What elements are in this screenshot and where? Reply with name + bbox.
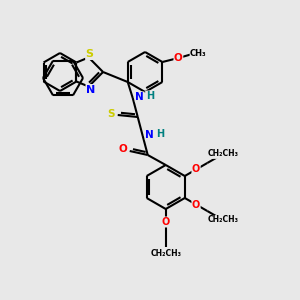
Text: O: O [174, 53, 183, 63]
Text: N: N [86, 85, 95, 94]
Text: H: H [156, 129, 164, 139]
Text: O: O [192, 164, 200, 175]
Text: S: S [86, 50, 94, 59]
Text: CH₃: CH₃ [190, 49, 207, 58]
Text: CH₂CH₃: CH₂CH₃ [207, 215, 238, 224]
Text: S: S [107, 109, 115, 119]
Text: CH₂CH₃: CH₂CH₃ [150, 248, 181, 257]
Text: O: O [192, 200, 200, 209]
Text: H: H [146, 91, 154, 101]
Text: N: N [146, 130, 154, 140]
Text: O: O [162, 217, 170, 227]
Text: O: O [118, 144, 127, 154]
Text: CH₂CH₃: CH₂CH₃ [207, 149, 238, 158]
Text: N: N [135, 92, 144, 102]
